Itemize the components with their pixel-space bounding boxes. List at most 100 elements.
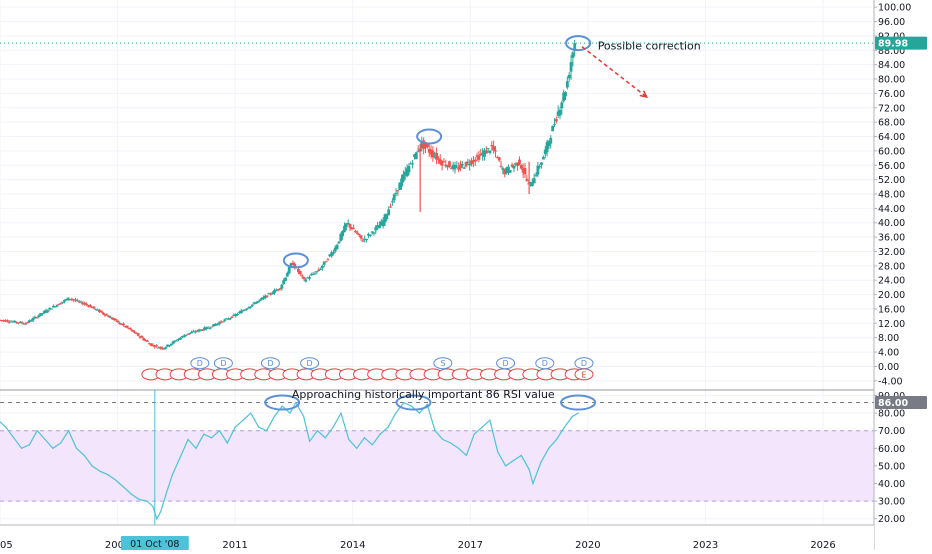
candle-body: [529, 181, 532, 183]
candle-body: [57, 303, 61, 305]
candle-body: [368, 234, 372, 236]
candle-body: [155, 345, 158, 347]
candle-body: [197, 329, 201, 332]
dividend-marker[interactable]: [260, 357, 280, 370]
candle-body: [306, 277, 310, 279]
candle-body: [536, 165, 540, 175]
rsi-point: [403, 401, 405, 404]
dividend-marker[interactable]: [496, 357, 516, 370]
price-annotation-circle[interactable]: [565, 35, 592, 52]
price-axis-label: 64.00: [878, 132, 905, 143]
rsi-point: [52, 447, 54, 449]
rsi-point: [122, 486, 125, 488]
candle-body: [497, 157, 501, 161]
price-axis-label: 20.00: [878, 290, 905, 301]
price-axis-label: 76.00: [878, 89, 905, 100]
event-marker-label: S: [440, 359, 445, 368]
rsi-note-text: Approaching historically important 86 RS…: [292, 388, 555, 401]
candle-body: [311, 273, 315, 275]
price-annotation-circle[interactable]: [416, 128, 443, 145]
rsi-point: [473, 433, 475, 435]
rsi-point: [281, 405, 283, 407]
dividend-marker[interactable]: [190, 357, 210, 370]
price-axis-label: 28.00: [878, 261, 905, 272]
rsi-point: [540, 461, 542, 463]
candle-body: [322, 261, 326, 265]
candle-body: [355, 232, 359, 234]
candle-body: [110, 317, 114, 320]
candle-body: [486, 148, 490, 150]
candle-body: [195, 330, 199, 332]
earnings-marker[interactable]: [574, 368, 594, 381]
possible-correction-text: Possible correction: [598, 40, 701, 53]
rsi-axis-label: 70.00: [878, 426, 905, 437]
rsi-point: [226, 442, 228, 444]
rsi-point: [152, 505, 154, 507]
candle-body: [28, 320, 31, 323]
rsi-point: [273, 416, 275, 418]
candle-body: [554, 119, 558, 122]
candle-body: [464, 162, 468, 167]
price-axis-label: 24.00: [878, 276, 905, 287]
candle-body: [413, 154, 416, 157]
rsi-point: [171, 474, 174, 476]
rsi-point: [316, 430, 319, 432]
rsi-axis-label: 40.00: [878, 479, 905, 490]
rsi-annotation-circle[interactable]: [264, 394, 301, 411]
candle-body: [39, 313, 42, 316]
rsi-annotation-circle[interactable]: [395, 394, 432, 411]
candle-body: [98, 309, 101, 313]
candle-body: [444, 164, 448, 167]
candle-body: [11, 321, 15, 323]
candle-body: [230, 316, 234, 318]
event-marker-label: D: [197, 359, 203, 368]
price-axis-label: 4.00: [878, 348, 899, 359]
candle-body: [503, 169, 507, 175]
rsi-point: [91, 465, 93, 467]
candle-body: [267, 293, 271, 295]
rsi-point: [13, 437, 15, 439]
rsi-axis-label: 50.00: [878, 461, 905, 472]
candle-body: [232, 314, 236, 316]
candle-body: [448, 161, 451, 168]
candle-body: [558, 109, 562, 116]
candle-body: [96, 309, 100, 311]
candle-body: [429, 149, 433, 155]
candle-body: [309, 274, 313, 276]
price-axis-label: 100.00: [878, 3, 911, 14]
time-axis-label: 2026: [810, 540, 835, 550]
price-axis-label: 12.00: [878, 319, 905, 330]
dividend-marker[interactable]: [213, 357, 233, 370]
dividend-marker[interactable]: [300, 357, 320, 370]
candle-body: [258, 299, 262, 301]
candle-body: [236, 313, 240, 315]
candle-body: [105, 314, 109, 316]
candle-body: [409, 163, 413, 165]
rsi-annotation-circle[interactable]: [560, 394, 597, 411]
candle-body: [37, 315, 41, 318]
price-axis-label: 88.00: [878, 46, 905, 57]
price-annotation-circle[interactable]: [282, 252, 309, 269]
candle-body: [381, 220, 385, 227]
rsi-point: [426, 403, 428, 405]
candle-body: [125, 325, 129, 328]
candle-body: [66, 297, 70, 301]
candle-body: [402, 174, 405, 182]
time-axis-label: 2017: [458, 540, 483, 550]
rsi-point: [387, 426, 389, 428]
candle-body: [192, 331, 195, 333]
candle-body: [499, 165, 503, 167]
candle-body: [48, 307, 52, 310]
candle-body: [420, 141, 424, 149]
rsi-point: [67, 430, 70, 432]
price-axis-label: 40.00: [878, 218, 905, 229]
candle-body: [228, 318, 232, 320]
candle-body: [55, 304, 59, 307]
time-axis-label: 2008: [105, 540, 130, 550]
split-marker[interactable]: [433, 357, 453, 370]
dividend-marker[interactable]: [535, 357, 555, 370]
candle-body: [256, 301, 260, 303]
rsi-axis-label: 30.00: [878, 497, 905, 508]
candle-body: [120, 323, 123, 325]
